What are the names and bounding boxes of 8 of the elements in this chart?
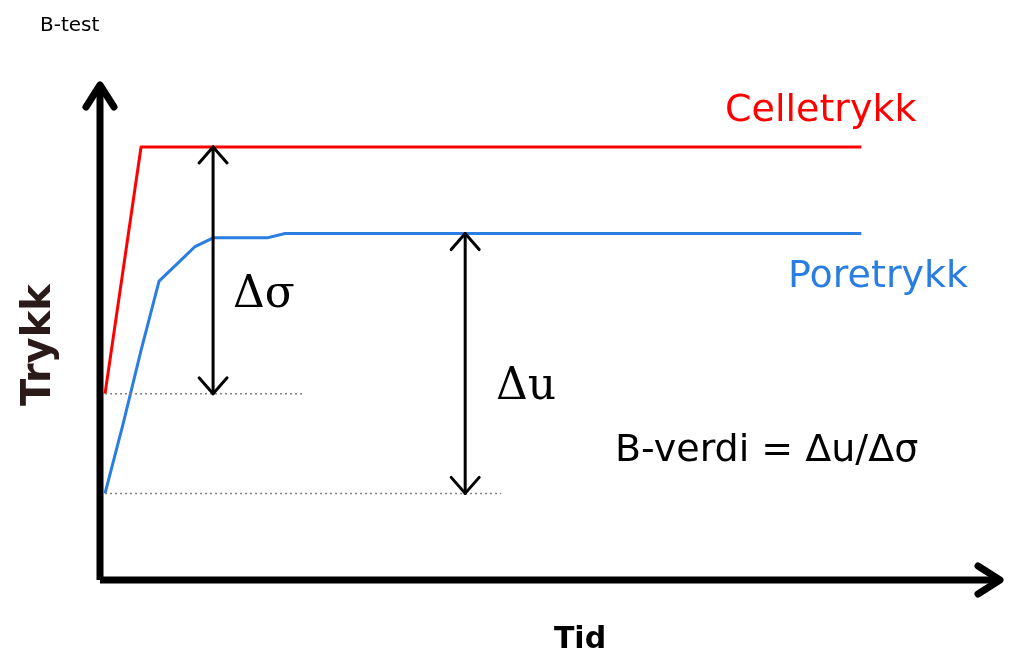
x-axis-title: Tid xyxy=(552,620,608,655)
chart-title: B-test xyxy=(40,12,100,36)
annotation: Δu xyxy=(496,358,557,409)
series-label: Celletrykk xyxy=(725,86,917,130)
annotation: B-verdi = Δu/Δσ xyxy=(615,426,919,470)
y-axis-title: Trykk xyxy=(13,284,59,406)
series-label: Poretrykk xyxy=(788,252,968,296)
annotation: Δσ xyxy=(233,266,295,317)
